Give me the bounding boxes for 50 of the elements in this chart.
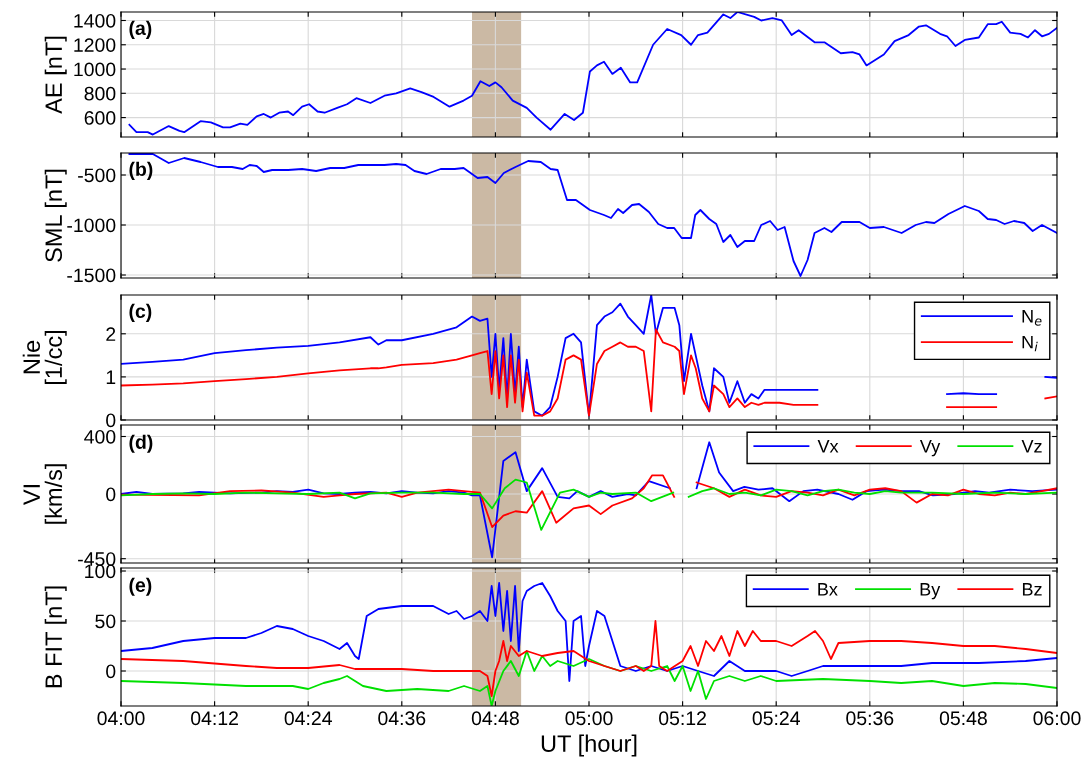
x-tick-label: 06:00 [1033, 711, 1081, 726]
y-tick-label: 800 [84, 86, 116, 101]
x-tick-label: 04:12 [191, 711, 238, 726]
x-tick-label: 05:48 [939, 711, 987, 726]
line-series [121, 620, 1057, 697]
x-axis-title: UT [hour] [541, 734, 637, 757]
x-tick-label: 05:00 [565, 711, 613, 726]
y-tick-label: 2 [106, 327, 116, 341]
x-tick-label: 04:00 [97, 711, 145, 726]
y-tick-label: 1 [106, 370, 116, 384]
y-tick-label: 0 [106, 664, 116, 679]
y-tick-label: 0 [106, 487, 116, 502]
annotation: (e) [129, 577, 152, 596]
y-tick-label: 600 [84, 111, 116, 125]
legend-label: By [920, 583, 941, 600]
y-tick-label: -450 [78, 552, 116, 566]
legend-label: Bz [1022, 583, 1042, 596]
line-series [128, 153, 1057, 277]
y-tick-label: 1400 [74, 13, 116, 28]
x-tick-label: 05:12 [659, 711, 706, 726]
y-tick-label: 100 [85, 564, 116, 579]
legend-label: Bx [818, 583, 838, 596]
line-series [128, 12, 1057, 136]
y-tick-label: 400 [84, 429, 116, 444]
x-tick-label: 05:36 [846, 711, 894, 726]
legend-label: N$_{e}$ [1022, 310, 1042, 326]
y-tick-label: 0 [106, 413, 116, 428]
annotation: (d) [129, 434, 153, 453]
annotation: (a) [129, 20, 152, 39]
y-tick-label: 1000 [74, 62, 116, 77]
x-tick-label: 05:24 [752, 711, 800, 726]
y-axis-title: Nie [1/cc] [22, 330, 67, 385]
x-tick-label: 04:48 [471, 711, 519, 726]
y-axis-title: SML [nT] [44, 169, 67, 262]
y-axis-title: B FIT [nT] [44, 586, 67, 688]
y-axis-title: VI [km/s] [23, 464, 67, 524]
y-tick-label: 50 [95, 614, 116, 629]
y-tick-label: -500 [78, 168, 116, 183]
y-tick-label: -1000 [67, 218, 116, 233]
x-tick-label: 04:36 [378, 711, 426, 726]
legend-label: Vz [1021, 440, 1042, 453]
legend-label: Vx [817, 440, 839, 453]
y-tick-label: 1200 [74, 38, 116, 52]
y-tick-label: -1500 [67, 268, 116, 283]
annotation: (c) [129, 303, 152, 322]
legend-label: N$_{i}$ [1022, 335, 1038, 352]
annotation: (b) [129, 161, 153, 180]
x-tick-label: 04:24 [284, 711, 332, 726]
legend-label: Vy [919, 440, 941, 457]
y-axis-title: AE [nT] [44, 36, 67, 114]
